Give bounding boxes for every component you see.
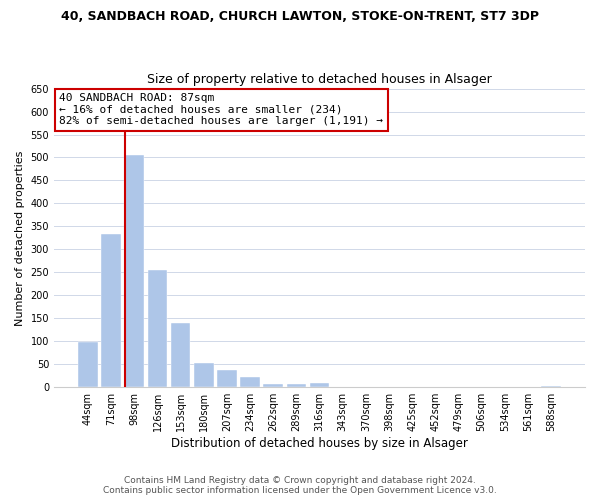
Bar xyxy=(78,342,98,387)
Bar xyxy=(101,234,121,387)
Text: 40 SANDBACH ROAD: 87sqm
← 16% of detached houses are smaller (234)
82% of semi-d: 40 SANDBACH ROAD: 87sqm ← 16% of detache… xyxy=(59,93,383,126)
Bar xyxy=(263,384,283,387)
Bar xyxy=(541,386,561,387)
Bar xyxy=(194,363,214,387)
X-axis label: Distribution of detached houses by size in Alsager: Distribution of detached houses by size … xyxy=(171,437,468,450)
Bar xyxy=(310,382,329,387)
Title: Size of property relative to detached houses in Alsager: Size of property relative to detached ho… xyxy=(147,73,492,86)
Text: 40, SANDBACH ROAD, CHURCH LAWTON, STOKE-ON-TRENT, ST7 3DP: 40, SANDBACH ROAD, CHURCH LAWTON, STOKE-… xyxy=(61,10,539,23)
Bar xyxy=(240,377,260,387)
Bar xyxy=(217,370,237,387)
Bar xyxy=(148,270,167,387)
Bar xyxy=(124,155,144,387)
Bar xyxy=(171,323,190,387)
Y-axis label: Number of detached properties: Number of detached properties xyxy=(15,150,25,326)
Text: Contains HM Land Registry data © Crown copyright and database right 2024.
Contai: Contains HM Land Registry data © Crown c… xyxy=(103,476,497,495)
Bar xyxy=(287,384,306,387)
